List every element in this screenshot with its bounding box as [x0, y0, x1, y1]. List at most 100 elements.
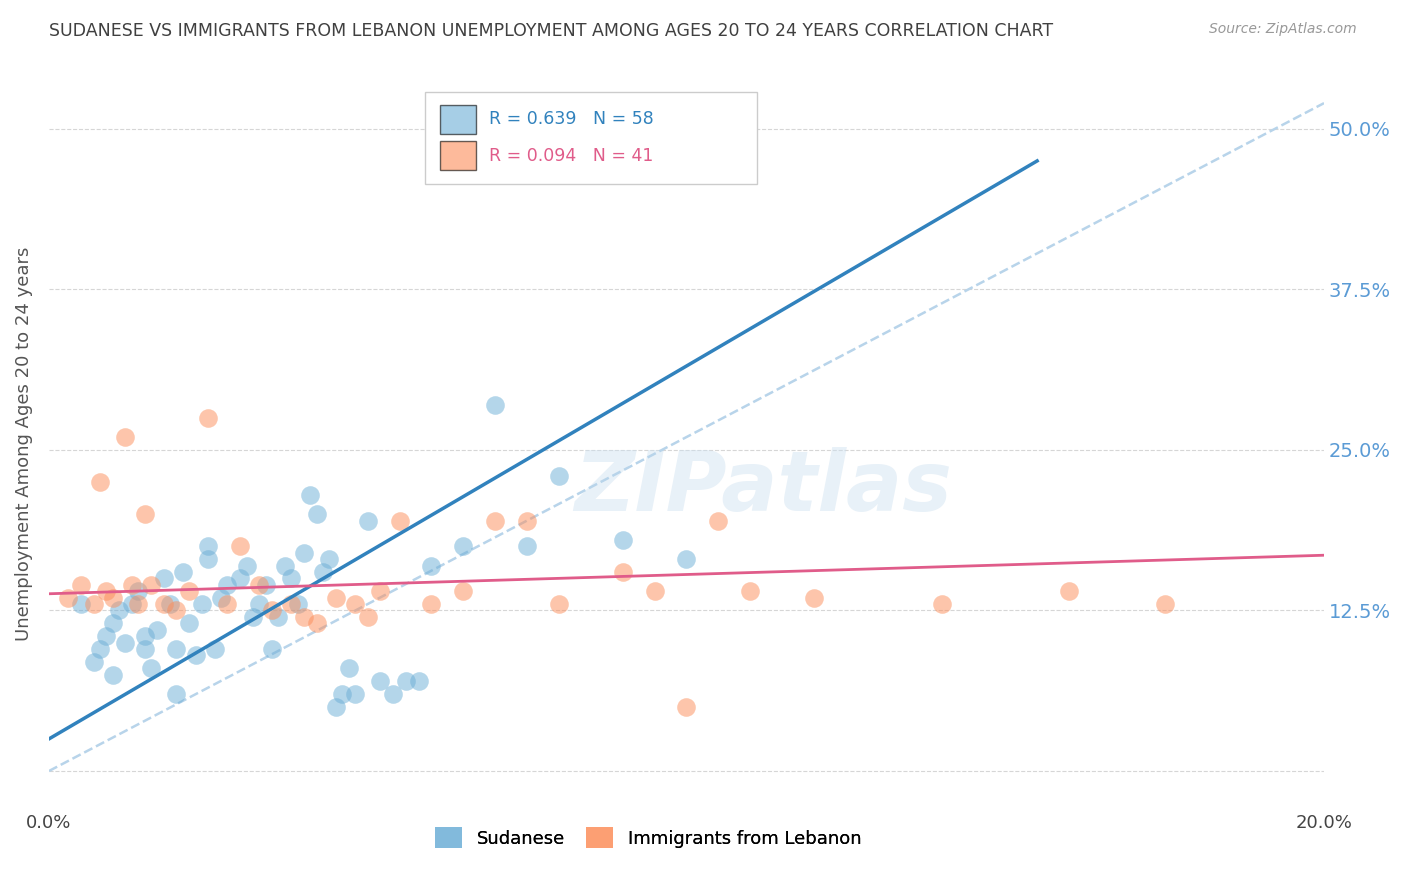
Text: Source: ZipAtlas.com: Source: ZipAtlas.com: [1209, 22, 1357, 37]
Point: [146, 623, 169, 637]
Point: [420, 597, 443, 611]
Point: [408, 674, 430, 689]
Point: [453, 584, 475, 599]
Point: [152, 571, 174, 585]
Point: [114, 635, 136, 649]
Point: [121, 578, 143, 592]
Text: R = 0.639   N = 58: R = 0.639 N = 58: [489, 111, 654, 128]
Point: [337, 661, 360, 675]
Point: [89, 475, 111, 489]
Point: [96, 584, 118, 599]
Text: R = 0.094   N = 41: R = 0.094 N = 41: [489, 147, 654, 165]
Point: [262, 603, 284, 617]
Point: [516, 514, 538, 528]
Point: [740, 584, 762, 599]
Point: [292, 546, 315, 560]
Point: [184, 648, 207, 663]
Point: [70, 597, 93, 611]
Point: [370, 674, 392, 689]
FancyBboxPatch shape: [440, 104, 477, 134]
Point: [247, 597, 270, 611]
Point: [675, 699, 697, 714]
Point: [217, 597, 239, 611]
Point: [197, 410, 219, 425]
Y-axis label: Unemployment Among Ages 20 to 24 years: Unemployment Among Ages 20 to 24 years: [15, 246, 32, 640]
Point: [101, 667, 124, 681]
Point: [83, 655, 105, 669]
Point: [204, 642, 226, 657]
Point: [274, 558, 297, 573]
Point: [262, 642, 284, 657]
Point: [108, 603, 131, 617]
Point: [121, 597, 143, 611]
Point: [101, 591, 124, 605]
Point: [70, 578, 93, 592]
Point: [280, 597, 302, 611]
Point: [191, 597, 214, 611]
Legend: Sudanese, Immigrants from Lebanon: Sudanese, Immigrants from Lebanon: [427, 820, 869, 855]
Point: [166, 603, 188, 617]
Point: [134, 642, 156, 657]
Point: [254, 578, 277, 592]
Point: [305, 507, 328, 521]
Point: [179, 616, 201, 631]
Point: [217, 578, 239, 592]
Point: [159, 597, 181, 611]
Point: [357, 514, 380, 528]
Point: [197, 552, 219, 566]
Point: [382, 687, 405, 701]
Point: [280, 571, 302, 585]
Point: [134, 507, 156, 521]
Point: [292, 610, 315, 624]
Point: [343, 597, 366, 611]
Point: [166, 687, 188, 701]
Point: [330, 687, 353, 701]
Point: [484, 514, 506, 528]
Point: [453, 539, 475, 553]
Point: [229, 571, 252, 585]
Point: [139, 578, 162, 592]
Point: [675, 552, 697, 566]
Point: [235, 558, 257, 573]
Point: [197, 539, 219, 553]
Point: [325, 591, 347, 605]
Point: [172, 565, 194, 579]
Point: [83, 597, 105, 611]
Point: [484, 398, 506, 412]
FancyBboxPatch shape: [440, 141, 477, 170]
Point: [516, 539, 538, 553]
Point: [318, 552, 340, 566]
Point: [548, 597, 571, 611]
Point: [312, 565, 335, 579]
Point: [299, 488, 322, 502]
Point: [612, 565, 634, 579]
Point: [242, 610, 264, 624]
Point: [56, 591, 79, 605]
Point: [287, 597, 309, 611]
FancyBboxPatch shape: [425, 92, 756, 184]
Point: [1057, 584, 1080, 599]
Point: [644, 584, 666, 599]
Point: [139, 661, 162, 675]
Point: [247, 578, 270, 592]
Point: [209, 591, 232, 605]
Point: [612, 533, 634, 547]
Point: [357, 610, 380, 624]
Text: SUDANESE VS IMMIGRANTS FROM LEBANON UNEMPLOYMENT AMONG AGES 20 TO 24 YEARS CORRE: SUDANESE VS IMMIGRANTS FROM LEBANON UNEM…: [49, 22, 1053, 40]
Point: [89, 642, 111, 657]
Point: [803, 591, 825, 605]
Point: [388, 514, 411, 528]
Point: [166, 642, 188, 657]
Point: [127, 584, 149, 599]
Point: [134, 629, 156, 643]
Point: [370, 584, 392, 599]
Point: [325, 699, 347, 714]
Point: [1153, 597, 1175, 611]
Point: [305, 616, 328, 631]
Point: [267, 610, 290, 624]
Point: [707, 514, 730, 528]
Point: [101, 616, 124, 631]
Text: ZIPatlas: ZIPatlas: [574, 447, 952, 528]
Point: [127, 597, 149, 611]
Point: [152, 597, 174, 611]
